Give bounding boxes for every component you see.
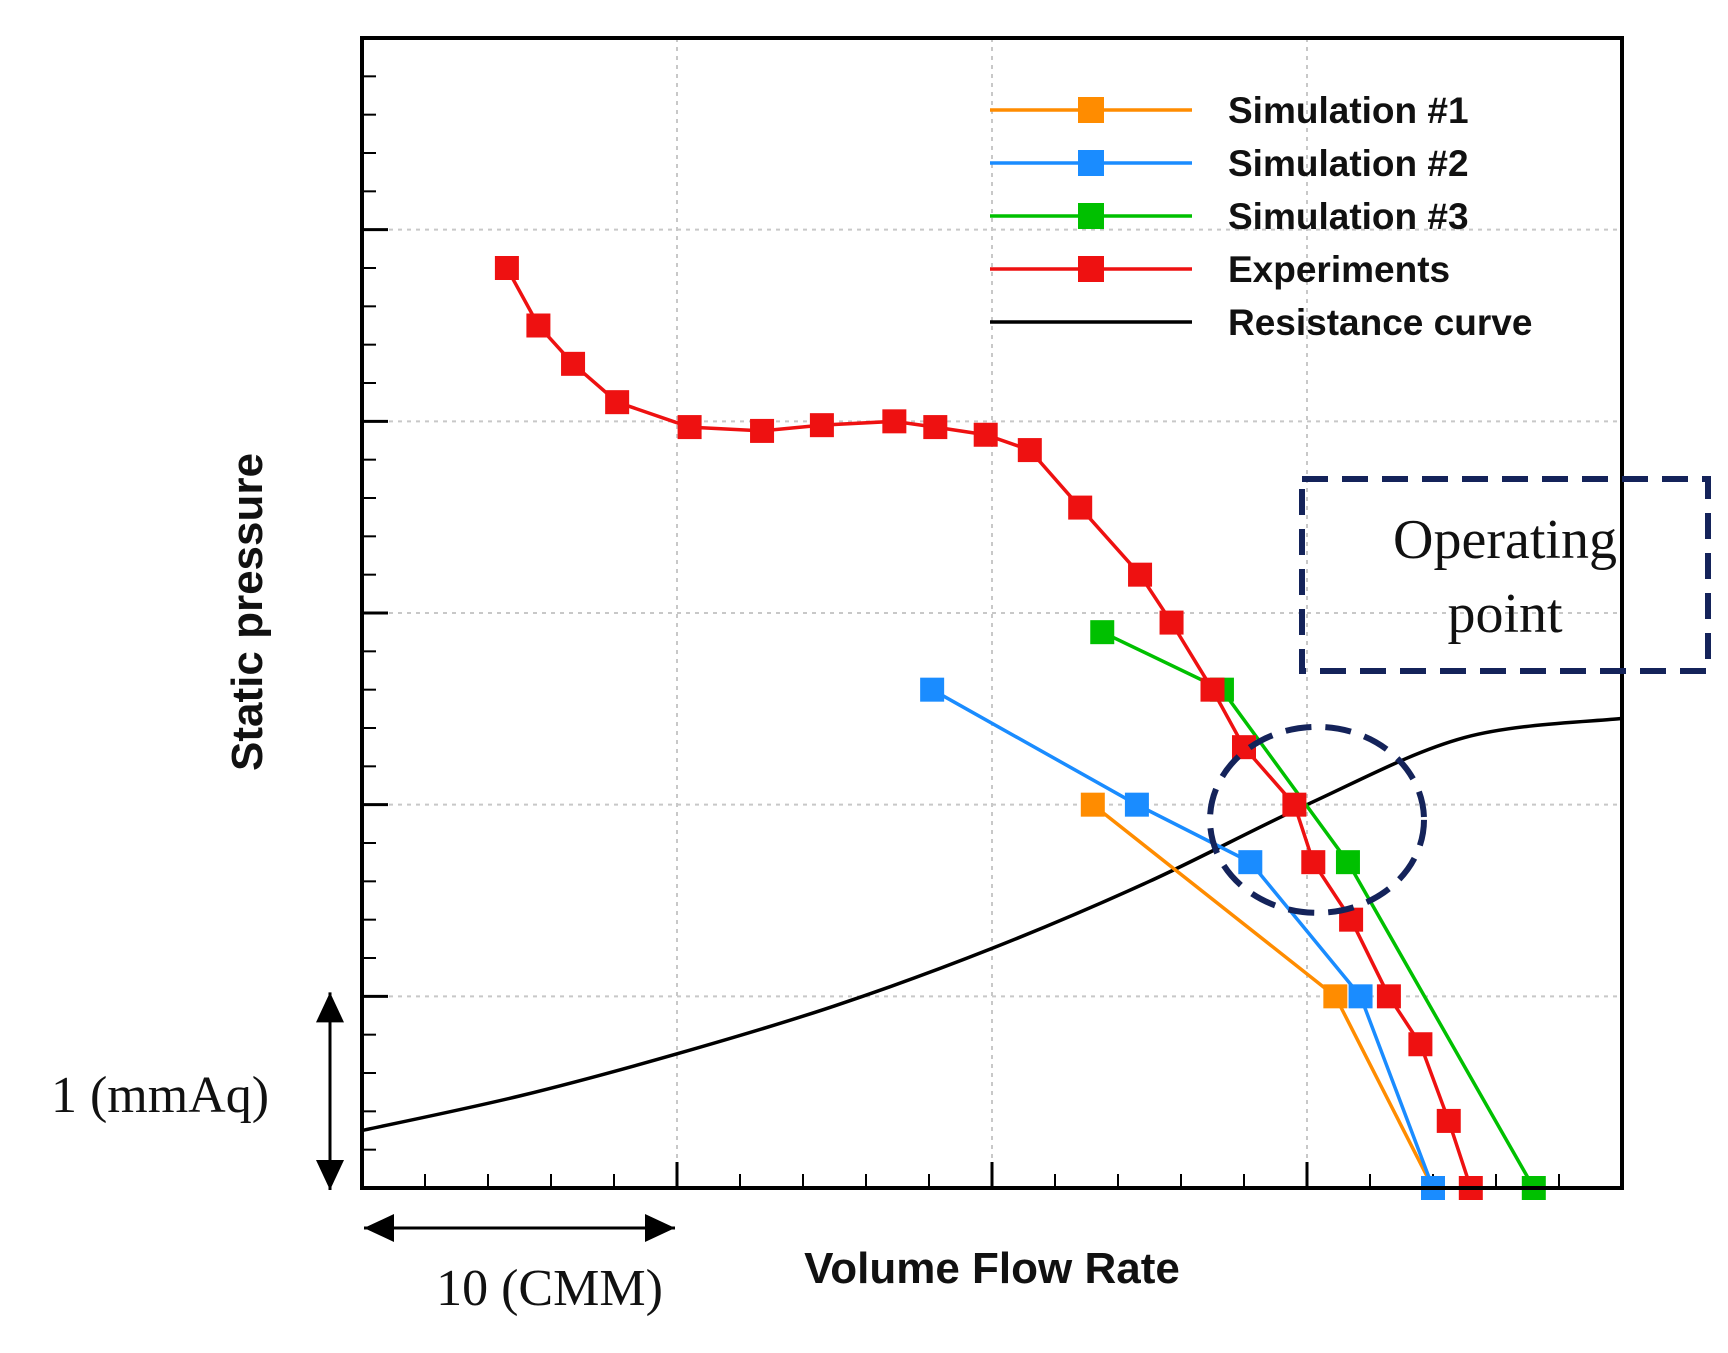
y-scale-annotation: 1 (mmAq): [51, 1067, 269, 1124]
y-scale-arrow-head: [316, 1160, 344, 1190]
y-axis-label: Static pressure: [223, 453, 272, 771]
grid-lines: [362, 38, 1622, 1188]
simulation-3-line: [1101, 630, 1536, 1189]
legend-label: Simulation #2: [1228, 143, 1469, 184]
experiments-marker: [1301, 850, 1326, 875]
experiments-marker: [1282, 792, 1307, 817]
experiments-marker: [1376, 984, 1401, 1009]
experiments-marker: [1017, 438, 1042, 463]
experiments-marker: [526, 313, 551, 338]
operating-point-label-line2: point: [1447, 583, 1563, 645]
experiments-marker: [973, 422, 998, 447]
legend-item-simulation-2: Simulation #2: [990, 143, 1469, 184]
experiments-marker: [605, 390, 630, 415]
simulation-3-marker: [1090, 620, 1115, 645]
x-scale-arrow: [364, 1214, 675, 1242]
legend-swatch-marker: [1078, 256, 1104, 282]
x-scale-arrow-head: [364, 1214, 394, 1242]
legend-item-simulation-1: Simulation #1: [990, 90, 1469, 131]
experiments-marker: [1408, 1032, 1433, 1057]
y-scale-arrow-head: [316, 992, 344, 1023]
simulation-3-marker: [1335, 850, 1360, 875]
simulation-1-marker: [1323, 984, 1348, 1009]
simulation-1-marker: [1080, 792, 1105, 817]
experiments-marker: [882, 409, 907, 434]
legend-swatch-marker: [1078, 150, 1104, 176]
legend-label: Simulation #1: [1228, 90, 1469, 131]
x-scale-arrow-head: [645, 1214, 675, 1242]
operating-point-label-line1: Operating: [1393, 509, 1617, 571]
legend-label: Simulation #3: [1228, 196, 1469, 237]
series-layer: [361, 256, 1623, 1200]
operating-point-box: [1299, 476, 1711, 674]
legend-label: Experiments: [1228, 249, 1450, 290]
series-resistance-curve: [361, 716, 1623, 1133]
legend-label: Resistance curve: [1228, 302, 1532, 343]
operating-point-ellipse: [1207, 723, 1427, 916]
legend-item-experiments: Experiments: [990, 249, 1450, 290]
legend-item-resistance-curve: Resistance curve: [990, 302, 1532, 343]
experiments-marker: [923, 415, 948, 440]
experiments-marker: [1200, 677, 1225, 702]
simulation-2-marker: [1124, 792, 1149, 817]
series-experiments: [494, 256, 1483, 1200]
legend-item-simulation-3: Simulation #3: [990, 196, 1469, 237]
experiments-marker: [750, 418, 775, 443]
simulation-2-marker: [920, 677, 945, 702]
experiments-marker: [677, 415, 702, 440]
legend-swatch-marker: [1078, 97, 1104, 123]
experiments-marker: [494, 256, 519, 280]
experiments-marker: [1159, 610, 1184, 635]
series-simulation-2: [920, 677, 1445, 1200]
experiments-marker: [1436, 1108, 1461, 1133]
simulation-2-marker: [1348, 984, 1373, 1009]
experiments-marker: [1128, 562, 1153, 587]
x-axis-label: Volume Flow Rate: [804, 1244, 1180, 1293]
simulation-2-line: [931, 688, 1435, 1189]
experiments-marker: [1068, 495, 1093, 520]
experiments-marker: [809, 413, 834, 438]
legend: Simulation #1 Simulation #2 Simulation #3 E…: [990, 90, 1532, 343]
experiments-marker: [561, 351, 586, 376]
y-scale-arrow: [316, 992, 344, 1190]
simulation-2-marker: [1238, 850, 1263, 875]
x-scale-annotation: 10 (CMM): [436, 1260, 663, 1317]
plot-frame: [360, 36, 1624, 1190]
resistance-curve-line: [361, 716, 1623, 1133]
legend-swatch-marker: [1078, 203, 1104, 229]
series-simulation-3: [1090, 620, 1546, 1200]
